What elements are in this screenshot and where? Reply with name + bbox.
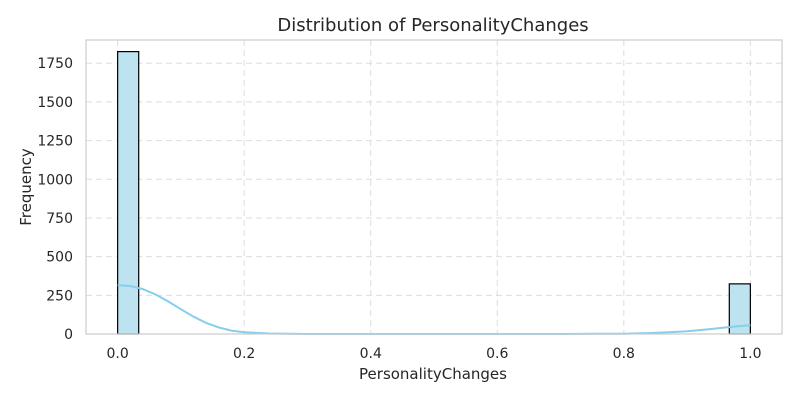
y-tick-label: 1500 <box>37 95 73 111</box>
x-tick-label: 0.6 <box>486 346 508 362</box>
x-tick-label: 0.0 <box>107 346 129 362</box>
y-ticks: 0 250 500 750 1000 1250 1500 1750 <box>37 56 73 343</box>
plot-frame <box>85 39 783 335</box>
x-tick-label: 0.4 <box>360 346 382 362</box>
x-tick-label: 1.0 <box>739 346 761 362</box>
y-tick-label: 1000 <box>37 172 73 188</box>
x-axis-label: PersonalityChanges <box>359 365 507 383</box>
y-tick-label: 1750 <box>37 56 73 72</box>
y-tick-label: 250 <box>46 288 73 304</box>
histogram-bar <box>117 51 140 335</box>
x-tick-label: 0.2 <box>233 346 255 362</box>
y-tick-label: 0 <box>64 327 73 343</box>
x-ticks: 0.0 0.2 0.4 0.6 0.8 1.0 <box>107 346 762 362</box>
y-tick-label: 1250 <box>37 134 73 150</box>
chart-title: Distribution of PersonalityChanges <box>277 15 588 36</box>
grid-layer <box>86 40 782 335</box>
y-tick-label: 500 <box>46 250 73 266</box>
kde-curve <box>117 284 751 335</box>
x-tick-label: 0.8 <box>613 346 635 362</box>
y-tick-label: 750 <box>46 211 73 227</box>
kde-layer <box>117 284 751 335</box>
bars-layer <box>117 51 751 335</box>
y-axis-label: Frequency <box>17 148 35 226</box>
